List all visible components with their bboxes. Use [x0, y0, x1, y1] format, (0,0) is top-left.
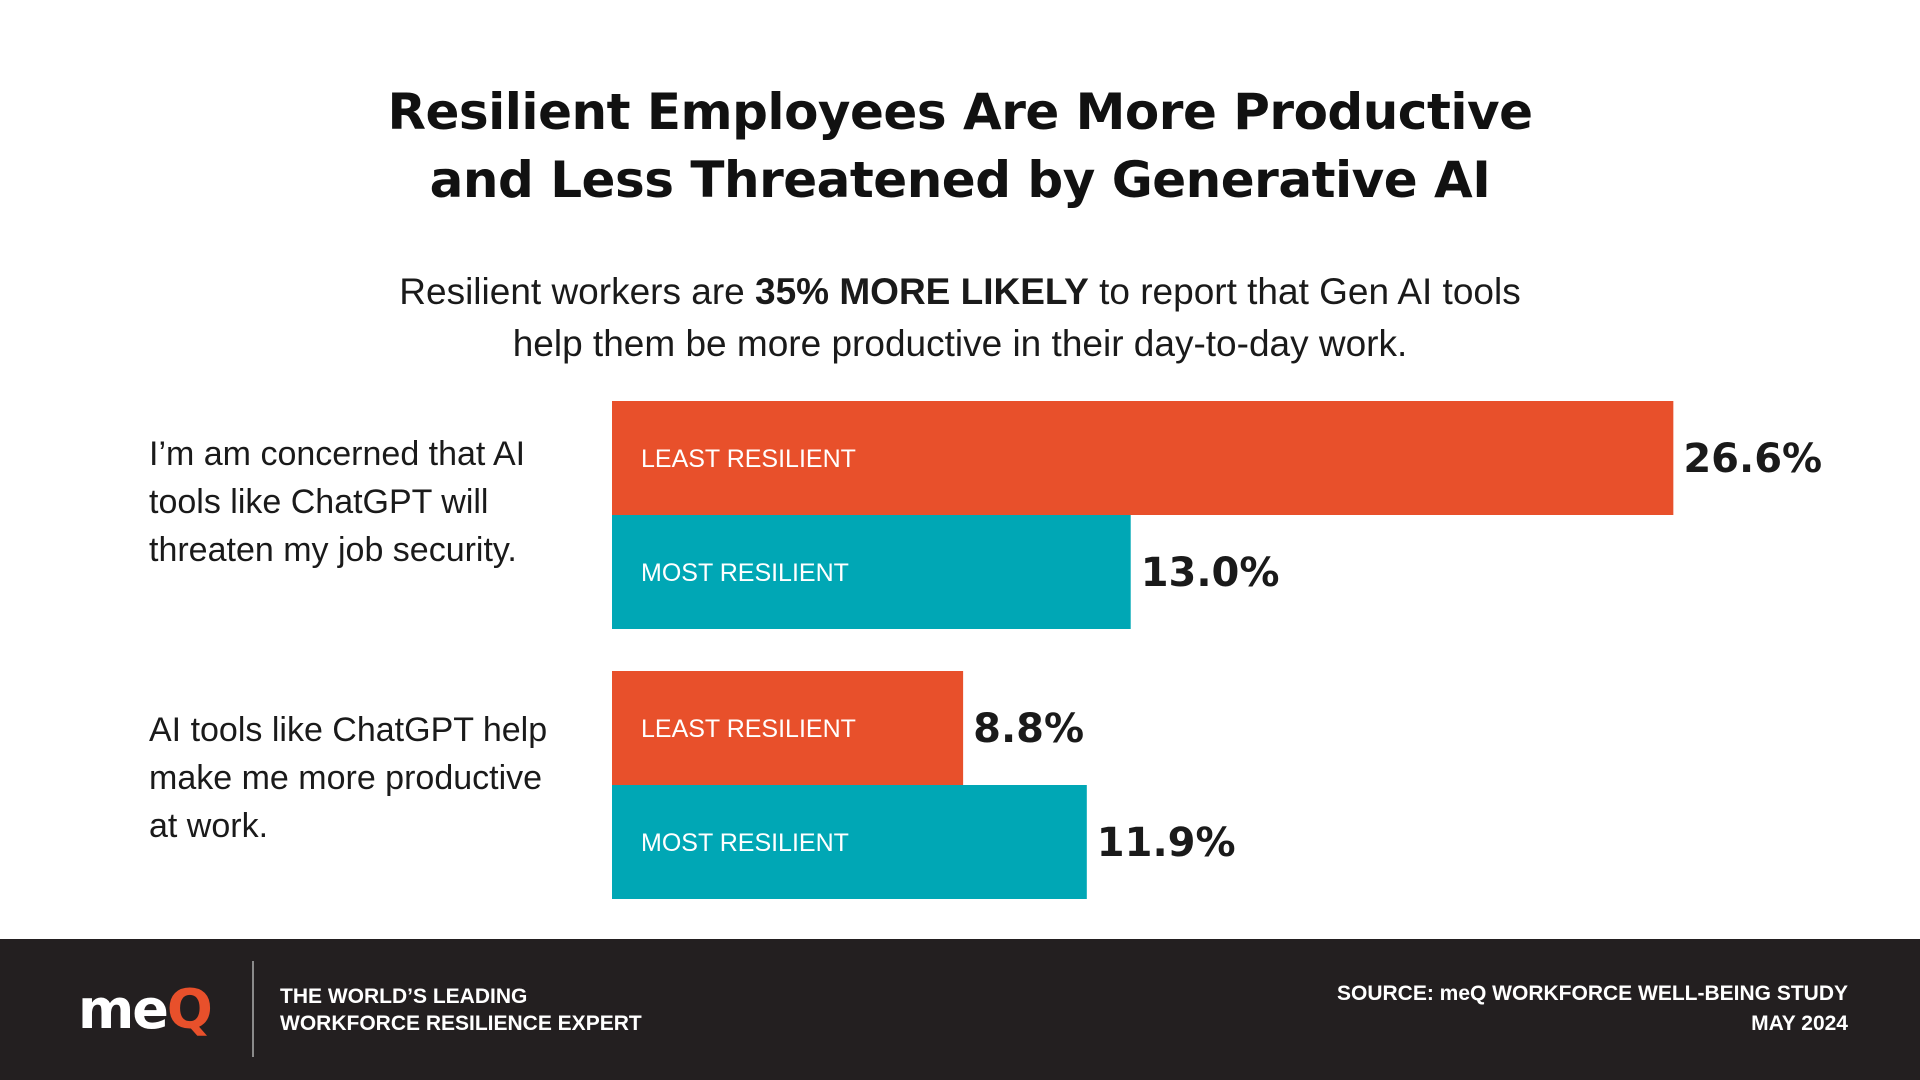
bar-label-job-security-most-resilient: MOST RESILIENT	[641, 559, 849, 587]
meq-logo: me Q	[78, 969, 213, 1049]
value-label-productivity-most-resilient: 11.9%	[1097, 820, 1236, 866]
subtitle-pre-text: Resilient workers are	[399, 271, 756, 312]
category-label-productivity: AI tools like ChatGPT help make me more …	[149, 711, 548, 845]
bar-label-productivity-least-resilient: LEAST RESILIENT	[641, 715, 856, 743]
subtitle-post-text: to report that Gen AI tools	[1088, 271, 1521, 312]
value-label-productivity-least-resilient: 8.8%	[973, 706, 1084, 752]
bar-productivity-most-resilient	[612, 785, 1087, 899]
bar-label-productivity-most-resilient: MOST RESILIENT	[641, 829, 849, 857]
bar-job-security-least-resilient	[612, 401, 1674, 515]
footer-tagline: THE WORLD’S LEADING WORKFORCE RESILIENCE…	[280, 983, 642, 1037]
subtitle-line-2: help them be more productive in their da…	[512, 323, 1408, 364]
value-label-job-security-most-resilient: 13.0%	[1141, 550, 1280, 596]
chart-title: Resilient Employees Are More Productive …	[0, 78, 1920, 214]
bar-label-job-security-least-resilient: LEAST RESILIENT	[641, 445, 856, 473]
chart-subtitle: Resilient workers are 35% MORE LIKELY to…	[0, 266, 1920, 370]
bar-job-security-most-resilient	[612, 515, 1131, 629]
title-line-1: Resilient Employees Are More Productive	[387, 83, 1533, 141]
bar-productivity-least-resilient	[612, 671, 964, 785]
source-line-2: MAY 2024	[1751, 1012, 1848, 1035]
bar-chart: LEAST RESILIENT 26.6% LEAST RESILIENT 8.8% M…	[612, 401, 1822, 899]
logo-text: me	[78, 977, 169, 1041]
footer-bar: me Q THE WORLD’S LEADING WORKFORCE RESILI…	[0, 939, 1920, 1080]
tagline-line-2: WORKFORCE RESILIENCE EXPERT	[280, 1012, 642, 1035]
tagline-line-1: THE WORLD’S LEADING	[280, 985, 528, 1008]
subtitle-line-1: Resilient workers are 35% MORE LIKELY to…	[0, 266, 1920, 318]
subtitle-highlight: 35% MORE LIKELY	[755, 271, 1089, 312]
category-label-job-security: I’m am concerned that AI tools like Chat…	[149, 435, 526, 569]
title-line-2: and Less Threatened by Generative AI	[429, 151, 1491, 209]
logo-q-mark: Q	[166, 977, 213, 1041]
source-line-1: SOURCE: meQ WORKFORCE WELL-BEING STUDY	[1336, 982, 1848, 1005]
footer-divider	[252, 961, 254, 1057]
footer-source: SOURCE: meQ WORKFORCE WELL-BEING STUDY M…	[1337, 979, 1848, 1039]
value-label-job-security-least-resilient: 26.6%	[1683, 436, 1822, 482]
